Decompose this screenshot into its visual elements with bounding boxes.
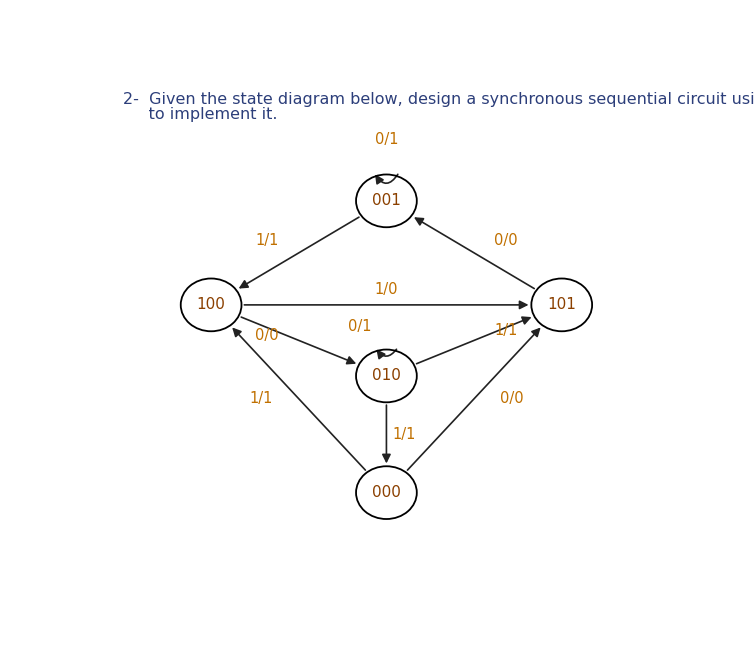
Text: 0/0: 0/0 [495,233,518,248]
Text: 1/1: 1/1 [495,323,518,338]
Text: 0/0: 0/0 [255,328,278,343]
Text: 100: 100 [197,297,225,312]
Text: 1/1: 1/1 [255,233,278,248]
Text: 000: 000 [372,485,401,500]
Text: 2-  Given the state diagram below, design a synchronous sequential circuit using: 2- Given the state diagram below, design… [124,92,754,107]
Text: 0/1: 0/1 [348,319,372,334]
Text: 010: 010 [372,368,401,384]
Text: 101: 101 [547,297,576,312]
Text: 0/0: 0/0 [500,391,524,406]
Text: 1/1: 1/1 [392,427,415,442]
Text: 0/1: 0/1 [375,132,398,148]
Text: to implement it.: to implement it. [124,107,278,122]
Text: 1/1: 1/1 [249,391,272,406]
Text: 001: 001 [372,193,401,208]
Text: 1/0: 1/0 [375,282,398,297]
